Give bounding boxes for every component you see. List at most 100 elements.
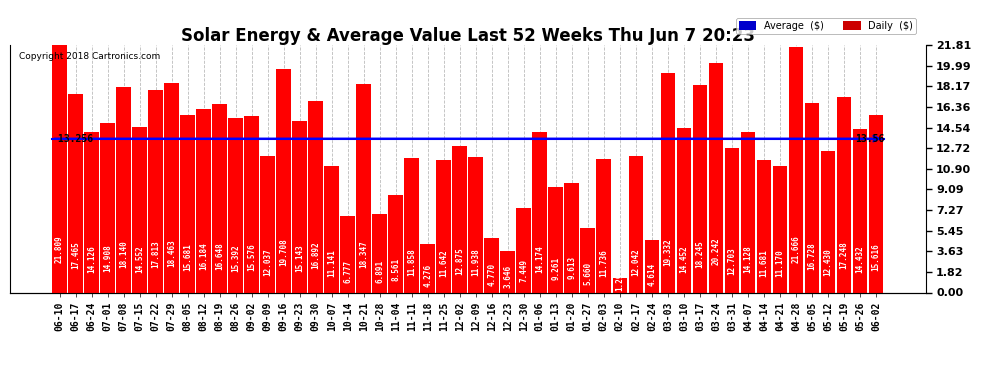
Bar: [164, 83, 179, 292]
Text: 4.614: 4.614: [647, 263, 656, 286]
Bar: [148, 90, 163, 292]
Text: 11.938: 11.938: [471, 249, 480, 276]
Bar: [629, 156, 644, 292]
Text: 17.465: 17.465: [71, 241, 80, 269]
Bar: [789, 46, 803, 292]
Bar: [133, 128, 147, 292]
Bar: [260, 156, 275, 292]
Text: 11.141: 11.141: [327, 250, 337, 278]
Text: 4.276: 4.276: [424, 264, 433, 286]
Bar: [404, 158, 419, 292]
Text: 19.332: 19.332: [663, 238, 672, 266]
Legend: Average  ($), Daily  ($): Average ($), Daily ($): [736, 18, 916, 33]
Text: 1.293: 1.293: [616, 268, 625, 291]
Bar: [564, 183, 579, 292]
Bar: [500, 251, 515, 292]
Bar: [660, 73, 675, 292]
Text: 5.660: 5.660: [583, 262, 592, 285]
Bar: [741, 132, 755, 292]
Text: 19.708: 19.708: [279, 238, 288, 266]
Bar: [580, 228, 595, 292]
Text: 14.126: 14.126: [87, 246, 96, 273]
Bar: [725, 148, 740, 292]
Text: 15.576: 15.576: [248, 243, 256, 271]
Text: 14.452: 14.452: [679, 245, 688, 273]
Bar: [196, 109, 211, 292]
Text: 14.128: 14.128: [743, 246, 752, 273]
Text: 12.875: 12.875: [455, 247, 464, 275]
Text: 3.646: 3.646: [503, 264, 512, 288]
Bar: [852, 129, 867, 292]
Bar: [116, 87, 131, 292]
Text: 11.681: 11.681: [759, 249, 768, 277]
Bar: [341, 216, 355, 292]
Bar: [709, 63, 724, 292]
Text: 11.170: 11.170: [775, 249, 784, 277]
Bar: [693, 86, 707, 292]
Bar: [212, 104, 227, 292]
Text: 7.449: 7.449: [520, 259, 529, 282]
Bar: [276, 69, 291, 292]
Bar: [868, 115, 883, 292]
Text: 18.140: 18.140: [119, 240, 128, 268]
Text: 18.463: 18.463: [167, 240, 176, 267]
Text: 9.613: 9.613: [567, 256, 576, 279]
Text: 8.561: 8.561: [391, 258, 400, 281]
Text: 15.616: 15.616: [871, 243, 880, 271]
Text: 17.248: 17.248: [840, 241, 848, 269]
Text: 4.770: 4.770: [487, 263, 496, 286]
Text: 12.037: 12.037: [263, 248, 272, 276]
Text: 12.703: 12.703: [728, 248, 737, 275]
Text: 11.858: 11.858: [407, 249, 416, 276]
Bar: [613, 278, 628, 292]
Text: 18.347: 18.347: [359, 240, 368, 267]
Text: 14.432: 14.432: [855, 245, 864, 273]
Text: 21.666: 21.666: [791, 235, 801, 263]
Title: Solar Energy & Average Value Last 52 Weeks Thu Jun 7 20:23: Solar Energy & Average Value Last 52 Wee…: [181, 27, 754, 45]
Text: 11.736: 11.736: [599, 249, 609, 276]
Text: 13.256: 13.256: [51, 134, 93, 144]
Bar: [68, 94, 83, 292]
Bar: [837, 97, 851, 292]
Text: 21.809: 21.809: [55, 235, 64, 263]
Bar: [533, 132, 547, 292]
Bar: [180, 114, 195, 292]
Text: 13.56: 13.56: [854, 134, 884, 144]
Text: 15.392: 15.392: [231, 244, 241, 272]
Bar: [388, 195, 403, 292]
Bar: [292, 121, 307, 292]
Bar: [548, 188, 563, 292]
Text: 6.891: 6.891: [375, 260, 384, 283]
Text: 15.681: 15.681: [183, 243, 192, 271]
Bar: [452, 146, 467, 292]
Text: 16.728: 16.728: [808, 242, 817, 270]
Bar: [597, 159, 611, 292]
Bar: [325, 166, 339, 292]
Text: 17.813: 17.813: [151, 240, 160, 268]
Text: 16.648: 16.648: [215, 242, 224, 270]
Bar: [100, 123, 115, 292]
Bar: [517, 208, 532, 292]
Bar: [52, 45, 67, 292]
Bar: [421, 244, 436, 292]
Bar: [676, 129, 691, 292]
Bar: [84, 132, 99, 292]
Text: 16.892: 16.892: [311, 242, 320, 270]
Text: 14.552: 14.552: [135, 245, 145, 273]
Bar: [245, 116, 259, 292]
Bar: [356, 84, 371, 292]
Bar: [468, 157, 483, 292]
Text: 15.143: 15.143: [295, 244, 304, 272]
Bar: [229, 118, 243, 292]
Text: 12.430: 12.430: [824, 248, 833, 276]
Bar: [805, 103, 820, 292]
Text: 11.642: 11.642: [440, 249, 448, 277]
Bar: [484, 238, 499, 292]
Text: Copyright 2018 Cartronics.com: Copyright 2018 Cartronics.com: [19, 53, 160, 62]
Text: 12.042: 12.042: [632, 248, 641, 276]
Bar: [756, 160, 771, 292]
Bar: [644, 240, 659, 292]
Bar: [308, 101, 323, 292]
Text: 9.261: 9.261: [551, 257, 560, 280]
Text: 18.245: 18.245: [695, 240, 705, 268]
